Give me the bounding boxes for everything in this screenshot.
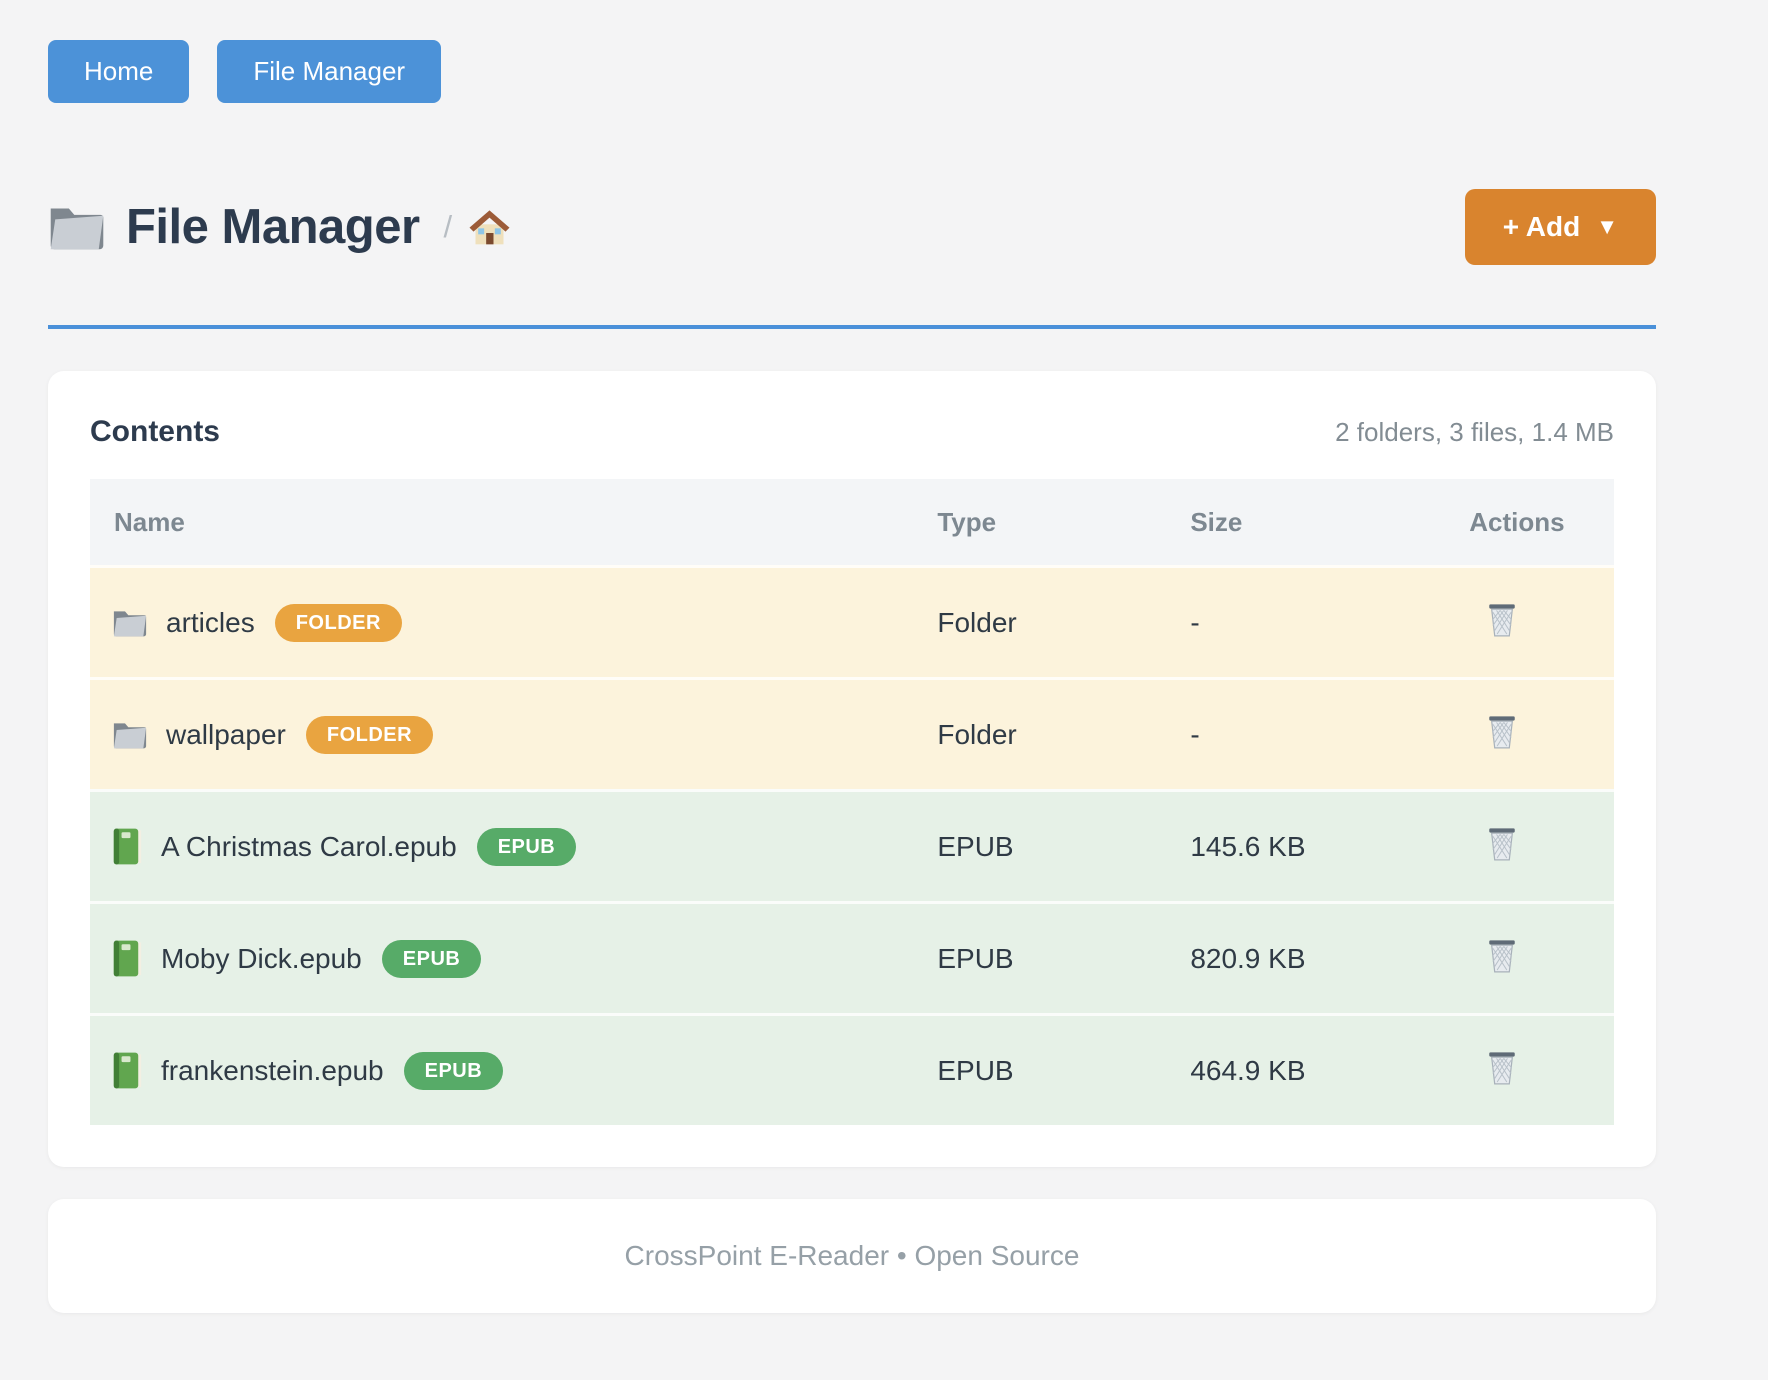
epub-badge: EPUB [403, 1051, 504, 1090]
actions-cell [1469, 600, 1614, 646]
contents-heading: Contents [90, 415, 220, 448]
home-button[interactable]: Home [48, 40, 190, 103]
delete-button[interactable] [1485, 712, 1519, 751]
actions-cell [1469, 712, 1614, 758]
table-row[interactable]: A Christmas Carol.epub EPUB EPUB 145.6 K… [90, 789, 1614, 901]
delete-button[interactable] [1485, 936, 1519, 975]
table-header-row: Name Type Size Actions [90, 479, 1614, 565]
name-cell: wallpaper FOLDER [90, 715, 937, 754]
folder-icon [48, 203, 106, 252]
header-divider [48, 325, 1656, 329]
trash-icon [1485, 824, 1519, 863]
title-group: File Manager / [48, 199, 511, 255]
page: Home File Manager File Manager / [48, 0, 1656, 1313]
trash-icon [1485, 600, 1519, 639]
size-cell: 464.9 KB [1190, 1054, 1306, 1086]
book-icon [112, 827, 143, 866]
chevron-down-icon: ▼ [1596, 214, 1618, 239]
footer-text: CrossPoint E-Reader • Open Source [624, 1240, 1080, 1271]
folder-link[interactable]: articles [166, 606, 255, 638]
home-icon[interactable] [468, 207, 511, 247]
type-cell: EPUB [937, 942, 1014, 974]
actions-cell [1469, 824, 1614, 870]
name-cell: A Christmas Carol.epub EPUB [90, 827, 937, 866]
size-cell: - [1190, 718, 1200, 750]
size-cell: 820.9 KB [1190, 942, 1306, 974]
size-cell: 145.6 KB [1190, 830, 1306, 862]
page-header: File Manager / + Add ▼ [48, 189, 1656, 265]
page-title: File Manager [126, 200, 420, 254]
name-cell: Moby Dick.epub EPUB [90, 939, 937, 978]
type-cell: Folder [937, 718, 1017, 750]
trash-icon [1485, 712, 1519, 751]
breadcrumb-separator: / [443, 209, 453, 244]
table-row[interactable]: articles FOLDER Folder - [90, 565, 1614, 677]
epub-badge: EPUB [476, 827, 577, 866]
name-cell: frankenstein.epub EPUB [90, 1051, 937, 1090]
file-table: Name Type Size Actions articles FOLDER [90, 479, 1614, 1125]
type-cell: EPUB [937, 830, 1014, 862]
folder-badge: FOLDER [305, 715, 434, 754]
epub-badge: EPUB [381, 939, 482, 978]
column-header-size: Size [1190, 506, 1243, 537]
delete-button[interactable] [1485, 600, 1519, 639]
type-cell: EPUB [937, 1054, 1014, 1086]
footer: CrossPoint E-Reader • Open Source [48, 1199, 1656, 1313]
name-cell: articles FOLDER [90, 603, 937, 642]
trash-icon [1485, 1048, 1519, 1087]
card-header: Contents 2 folders, 3 files, 1.4 MB [90, 415, 1614, 449]
trash-icon [1485, 936, 1519, 975]
type-cell: Folder [937, 606, 1017, 638]
file-link[interactable]: Moby Dick.epub [161, 942, 362, 974]
delete-button[interactable] [1485, 1048, 1519, 1087]
actions-cell [1469, 1048, 1614, 1094]
actions-cell [1469, 936, 1614, 982]
column-header-name: Name [114, 506, 185, 537]
folder-icon [112, 720, 148, 750]
file-manager-button[interactable]: File Manager [217, 40, 442, 103]
book-icon [112, 939, 143, 978]
file-link[interactable]: A Christmas Carol.epub [161, 830, 457, 862]
top-nav: Home File Manager [48, 40, 1656, 103]
table-row[interactable]: frankenstein.epub EPUB EPUB 464.9 KB [90, 1013, 1614, 1125]
column-header-type: Type [937, 506, 997, 537]
column-header-actions: Actions [1469, 506, 1565, 537]
table-row[interactable]: wallpaper FOLDER Folder - [90, 677, 1614, 789]
file-link[interactable]: frankenstein.epub [161, 1054, 384, 1086]
add-button-label: + Add [1502, 211, 1581, 242]
add-button[interactable]: + Add ▼ [1464, 189, 1656, 265]
contents-summary: 2 folders, 3 files, 1.4 MB [1335, 417, 1614, 447]
delete-button[interactable] [1485, 824, 1519, 863]
folder-link[interactable]: wallpaper [166, 718, 286, 750]
table-row[interactable]: Moby Dick.epub EPUB EPUB 820.9 KB [90, 901, 1614, 1013]
contents-card: Contents 2 folders, 3 files, 1.4 MB Name… [48, 371, 1656, 1167]
folder-badge: FOLDER [274, 603, 402, 642]
folder-icon [112, 608, 148, 638]
book-icon [112, 1051, 143, 1090]
size-cell: - [1190, 606, 1200, 638]
